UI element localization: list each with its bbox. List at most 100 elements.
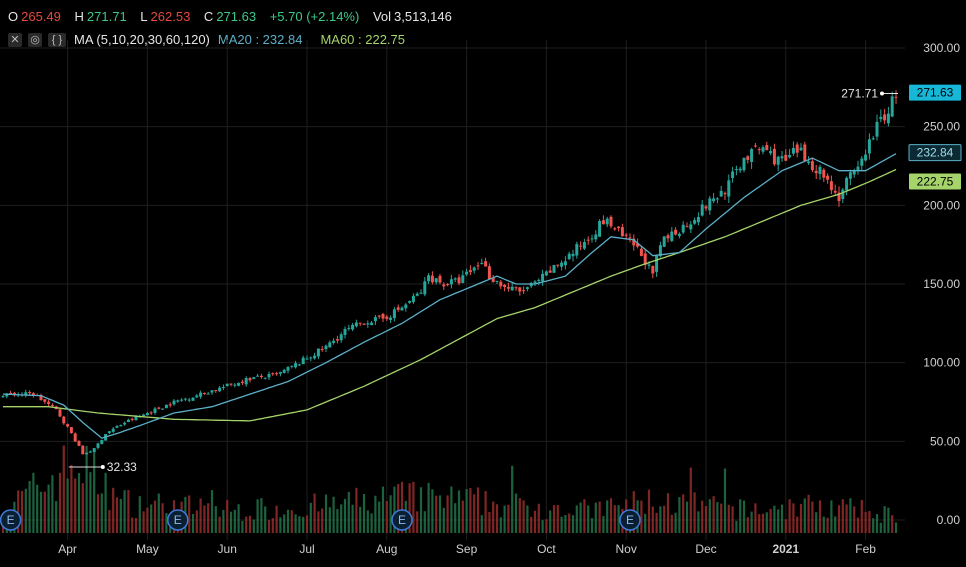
time-tick-label: Sep <box>456 542 478 556</box>
volume-bar <box>131 517 134 533</box>
volume-bar <box>233 509 236 533</box>
time-tick-label: Jun <box>218 542 237 556</box>
volume-value: 3,513,146 <box>394 9 452 24</box>
settings-icon[interactable]: ◎ <box>28 32 42 47</box>
volume-bar <box>248 515 252 533</box>
candle-body <box>788 155 792 158</box>
volume-bar <box>473 494 476 533</box>
volume-bar <box>157 493 160 533</box>
candle-body <box>305 358 309 360</box>
candle-body <box>31 393 35 396</box>
candle-body <box>100 439 104 444</box>
code-icon[interactable]: { } <box>48 32 66 47</box>
volume-bar <box>841 499 844 533</box>
volume-bar <box>340 504 343 533</box>
candle-body <box>252 377 256 379</box>
volume-bar <box>530 516 533 533</box>
volume-bar <box>203 505 206 533</box>
volume-bar <box>568 513 571 533</box>
volume-bar <box>446 495 449 533</box>
candle-body <box>567 253 571 260</box>
candle-body <box>765 144 769 151</box>
candle-body <box>392 309 396 319</box>
candle-body <box>85 452 89 455</box>
candle-body <box>620 227 624 237</box>
volume-bar <box>492 501 495 533</box>
volume-bar <box>222 509 225 533</box>
volume-bar <box>484 491 487 533</box>
volume-bar <box>416 511 419 533</box>
volume-bar <box>617 505 620 533</box>
volume-bar <box>47 484 50 533</box>
candle-body <box>871 138 875 140</box>
candle-body <box>780 156 784 159</box>
candle-body <box>879 116 883 120</box>
volume-bar <box>218 516 221 533</box>
candle-body <box>575 244 579 256</box>
volume-bar <box>712 496 715 533</box>
candle-body <box>605 218 609 225</box>
volume-bar <box>419 487 423 533</box>
candle-body <box>320 349 324 351</box>
candle-body <box>826 175 830 180</box>
volume-bar <box>488 511 491 533</box>
volume-bar <box>298 516 301 533</box>
volume-bar <box>716 502 719 533</box>
volume-bar <box>868 510 871 533</box>
close-icon[interactable]: ✕ <box>8 32 22 47</box>
candle-body <box>206 393 210 395</box>
candle-body <box>636 243 640 247</box>
volume-bar <box>894 522 898 533</box>
volume-bar <box>32 472 35 533</box>
volume-bar <box>522 500 525 533</box>
candle-body <box>795 144 799 153</box>
candle-body <box>651 265 655 274</box>
candle-body <box>829 181 833 191</box>
volume-bar <box>837 505 841 533</box>
candle-body <box>753 145 757 147</box>
candle-body <box>115 426 119 428</box>
candle-body <box>142 414 146 417</box>
volume-bar <box>108 510 111 533</box>
time-axis[interactable]: Apr May Jun Jul Aug Sep Oct Nov Dec 2021 Feb <box>58 542 876 556</box>
candle-body <box>191 397 195 401</box>
candle-body <box>347 327 351 329</box>
volume-bar <box>62 445 65 533</box>
high-label: H <box>74 9 84 24</box>
candle-body <box>408 301 412 303</box>
candle-body <box>202 393 206 395</box>
earnings-marker-label: E <box>174 513 182 527</box>
volume-bar <box>549 510 552 533</box>
candle-body <box>244 378 248 385</box>
candle-body <box>681 224 685 233</box>
candle-body <box>358 322 362 324</box>
candle-body <box>1 395 5 398</box>
candle-body <box>856 166 860 171</box>
price-axis[interactable]: 300.00 250.00 200.00 150.00 100.00 50.00 0.00 <box>923 41 960 527</box>
volume-bar <box>720 503 723 533</box>
volume-bar <box>750 511 753 533</box>
candle-body <box>601 220 605 225</box>
earnings-marker <box>0 509 22 531</box>
candle-body <box>28 392 32 394</box>
candle-body <box>890 96 894 117</box>
candle-body <box>267 373 271 378</box>
candle-body <box>282 369 286 373</box>
price-tick-label: 100.00 <box>923 356 960 370</box>
low-annotation: 32.33 <box>107 460 137 474</box>
volume-bar <box>872 518 875 533</box>
volume-bar <box>640 500 643 533</box>
volume-bar <box>74 478 77 533</box>
candle-body <box>149 412 153 414</box>
volume-bar <box>830 500 833 533</box>
volume-bar <box>324 494 328 533</box>
volume-bar <box>226 500 229 533</box>
volume-bar <box>887 507 890 533</box>
candle-body <box>427 275 431 282</box>
candle-body <box>58 409 62 417</box>
candle-body <box>81 445 85 455</box>
candle-body <box>613 228 617 230</box>
volume-bar <box>283 514 286 533</box>
volume-bar <box>552 505 556 533</box>
